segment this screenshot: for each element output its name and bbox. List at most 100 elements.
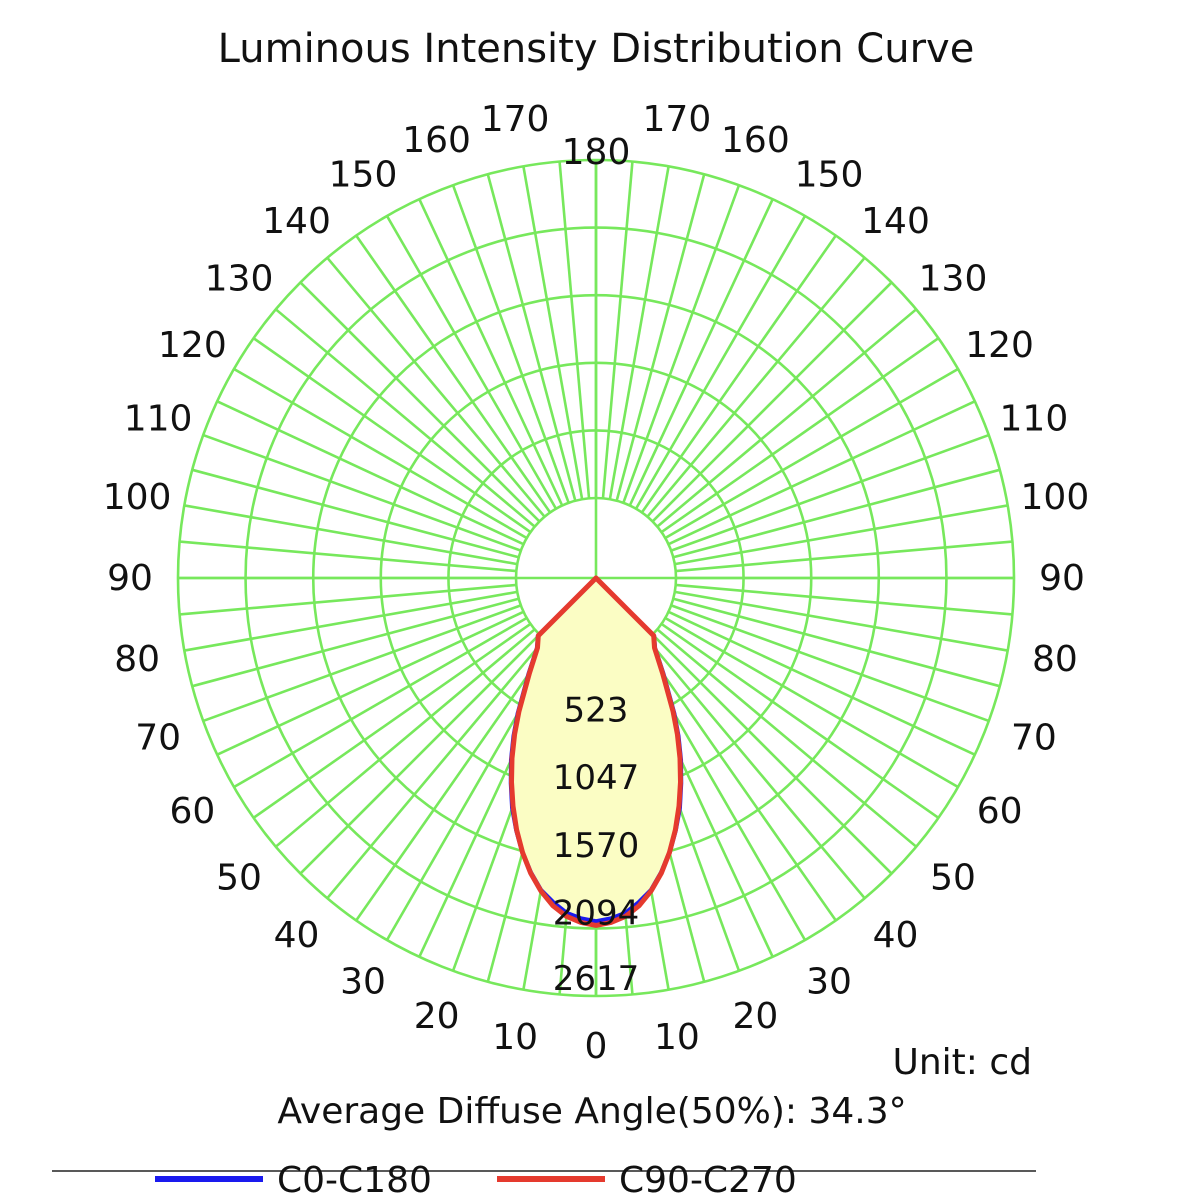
spoke-r160: [622, 184, 741, 504]
angle-label-l10: 10: [492, 1017, 538, 1058]
spoke-r130: [656, 308, 918, 528]
angle-label-l70: 70: [135, 717, 181, 758]
ring-label-0: 523: [564, 691, 629, 731]
angle-label-r180: 180: [562, 132, 631, 173]
angle-label-l40: 40: [274, 915, 320, 956]
legend: C0-C180 C90-C270: [155, 1160, 797, 1200]
spoke-l100: [184, 504, 518, 566]
spoke-r50: [656, 628, 918, 848]
spoke-r75: [672, 597, 1001, 688]
spoke-l40: [326, 638, 546, 900]
curves: [508, 575, 684, 928]
diffuse-angle-label: Average Diffuse Angle(50%): 34.3°: [277, 1091, 906, 1132]
spoke-l65: [216, 610, 525, 756]
ring-label-2: 1570: [553, 826, 640, 866]
spoke-l45: [299, 633, 541, 875]
spoke-l175: [558, 161, 591, 499]
series-line-C90-C270: [509, 575, 683, 928]
legend-label-C0-C180: C0-C180: [277, 1160, 432, 1200]
angle-label-r10: 10: [654, 1017, 700, 1058]
angle-label-l160: 160: [402, 120, 471, 161]
angle-label-r50: 50: [930, 858, 976, 899]
spoke-r155: [628, 198, 774, 507]
chart-title: Luminous Intensity Distribution Curve: [218, 26, 975, 72]
angle-label-l120: 120: [158, 325, 227, 366]
spoke-l85: [179, 583, 517, 616]
spoke-r145: [640, 234, 837, 514]
spoke-r45: [651, 633, 893, 875]
angle-label-r110: 110: [1000, 399, 1069, 440]
spoke-l60: [233, 616, 528, 789]
ring-label-1: 1047: [553, 758, 640, 798]
angle-label-l50: 50: [216, 858, 262, 899]
spoke-r175: [601, 161, 634, 499]
spoke-r40: [646, 638, 866, 900]
curve-fill: [511, 578, 681, 922]
spoke-r110: [670, 433, 990, 552]
spoke-r35: [640, 642, 837, 922]
spoke-l150: [385, 215, 558, 510]
angle-label-l20: 20: [414, 996, 460, 1037]
spoke-r65: [667, 610, 976, 756]
spoke-l110: [202, 433, 522, 552]
spoke-l160: [451, 184, 570, 504]
angle-label-l90: 90: [107, 558, 153, 599]
spoke-l140: [326, 256, 546, 518]
angle-label-r150: 150: [795, 154, 864, 195]
spoke-r150: [634, 215, 807, 510]
ring-label-3: 2094: [553, 893, 640, 933]
ring-label-4: 2617: [553, 959, 640, 999]
angle-label-l100: 100: [103, 477, 172, 518]
legend-label-C90-C270: C90-C270: [619, 1160, 797, 1200]
spoke-l155: [418, 198, 564, 507]
spoke-r115: [667, 400, 976, 546]
angle-label-r160: 160: [721, 120, 790, 161]
spoke-l135: [299, 281, 541, 523]
angle-label-r130: 130: [919, 259, 988, 300]
angle-label-l60: 60: [169, 791, 215, 832]
spoke-l165: [486, 173, 577, 502]
ring-labels: 523 1047 1570 2094 2617: [553, 691, 640, 999]
spoke-l115: [216, 400, 525, 546]
spoke-r100: [674, 504, 1008, 566]
spoke-l75: [191, 597, 520, 688]
spoke-l95: [179, 540, 517, 573]
spoke-r125: [660, 337, 940, 534]
angle-label-r60: 60: [977, 791, 1023, 832]
spoke-r70: [670, 604, 990, 723]
angle-label-r30: 30: [806, 962, 852, 1003]
angle-label-r100: 100: [1021, 477, 1090, 518]
spoke-l80: [184, 590, 518, 652]
angle-label-r120: 120: [965, 325, 1034, 366]
spoke-r80: [674, 590, 1008, 652]
angle-label-l140: 140: [262, 201, 331, 242]
angle-label-l110: 110: [124, 399, 193, 440]
spoke-r135: [651, 281, 893, 523]
spoke-l130: [274, 308, 536, 528]
angle-label-r80: 80: [1032, 639, 1078, 680]
spoke-l120: [233, 367, 528, 540]
spoke-r85: [675, 583, 1013, 616]
spoke-l170: [522, 166, 584, 500]
spoke-r140: [646, 256, 866, 518]
spoke-r55: [660, 622, 940, 819]
spoke-l70: [202, 604, 522, 723]
spoke-l145: [355, 234, 552, 514]
angle-label-l80: 80: [114, 639, 160, 680]
angle-label-l150: 150: [329, 154, 398, 195]
angle-label-r20: 20: [732, 996, 778, 1037]
spoke-r60: [664, 616, 959, 789]
spoke-r95: [675, 540, 1013, 573]
spoke-r165: [615, 173, 706, 502]
unit-label: Unit: cd: [893, 1042, 1033, 1083]
angle-label-l30: 30: [340, 962, 386, 1003]
angle-label-r0: 0: [585, 1026, 608, 1067]
spoke-l35: [355, 642, 552, 922]
angle-label-r170: 170: [643, 99, 712, 140]
angle-label-r40: 40: [873, 915, 919, 956]
angle-label-r140: 140: [861, 201, 930, 242]
angle-label-l170: 170: [481, 99, 550, 140]
spoke-l50: [274, 628, 536, 848]
